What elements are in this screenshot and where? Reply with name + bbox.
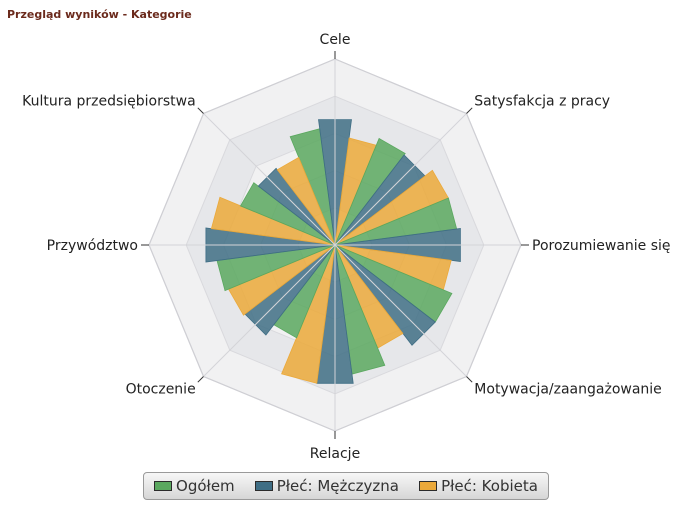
spoke-tick-6 [197,376,204,383]
radar-chart: Cele Satysfakcja z pracy Porozumiewanie si… [22,32,670,462]
category-labels: Cele Satysfakcja z pracy Porozumiewanie si… [22,32,670,462]
category-label-cele: Cele [320,32,351,48]
legend-label-overall: Ogółem [176,477,235,495]
spoke-tick-4 [466,376,473,383]
category-label-porozumiewanie: Porozumiewanie się [532,238,671,254]
legend-label-female: Płeć: Kobieta [441,477,538,495]
category-label-relacje: Relacje [310,446,360,462]
spoke-4 [334,244,467,377]
legend-label-male: Płeć: Mężczyzna [276,477,399,495]
legend-item-male[interactable]: Płeć: Mężczyzna [254,477,399,495]
legend-swatch-overall [154,481,173,491]
legend-item-female[interactable]: Płeć: Kobieta [419,477,538,495]
chart-title: Przegląd wyników - Kategorie [7,8,192,21]
spoke-tick-2 [466,107,473,114]
category-label-kultura: Kultura przedsiębiorstwa [22,94,196,110]
category-label-satysfakcja: Satysfakcja z pracy [474,94,610,110]
category-label-otoczenie: Otoczenie [126,381,196,397]
legend-swatch-female [419,481,438,491]
category-label-motywacja: Motywacja/zaangażowanie [474,381,662,397]
category-label-przywodztwo: Przywództwo [47,238,138,254]
legend-item-overall[interactable]: Ogółem [154,477,235,495]
spoke-2 [334,113,467,246]
legend-swatch-male [254,481,273,491]
radar-spokes [141,51,529,439]
spoke-tick-8 [197,107,204,114]
bar-female-8 [276,156,336,246]
legend: Ogółem Płeć: Mężczyzna Płeć: Kobieta [143,472,549,500]
spoke-8 [203,113,336,246]
spoke-6 [203,244,336,377]
